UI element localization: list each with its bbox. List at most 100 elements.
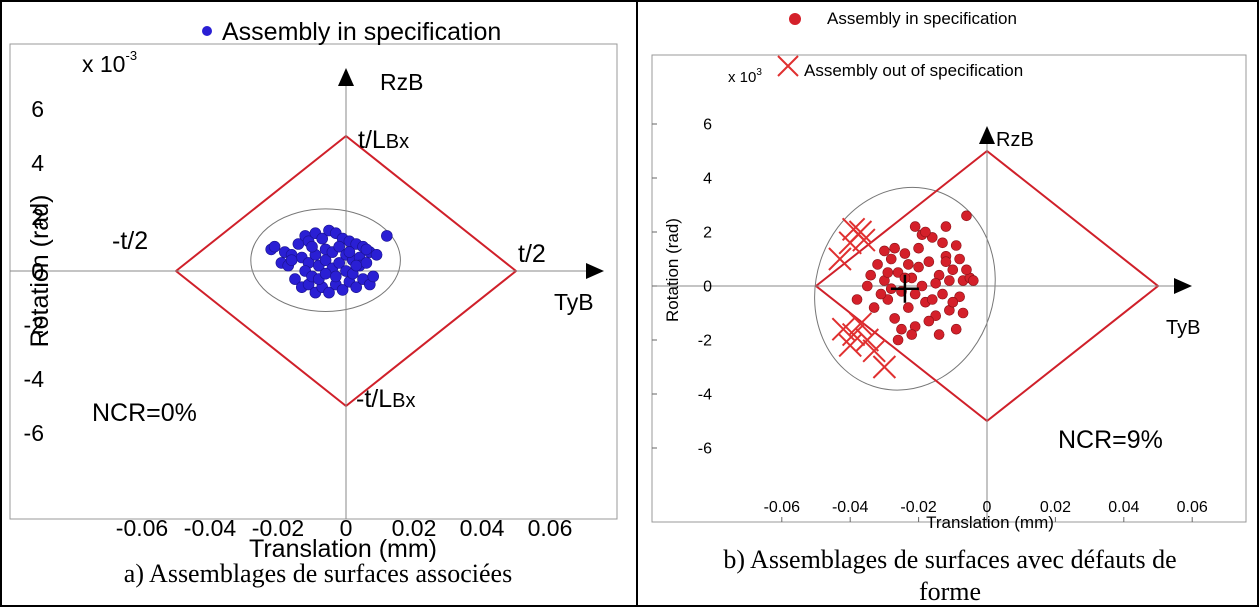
panel-b-caption-line2: forme [919, 577, 981, 606]
a-in-spec-point [286, 255, 297, 266]
b-in-spec-point [897, 324, 907, 334]
panel-a-bottom-annotation: -t/LBx [356, 385, 415, 413]
panel-a-top-annotation: t/LBx [358, 126, 409, 154]
a-tyb-arrow [586, 263, 604, 279]
a-in-spec-point [344, 247, 355, 258]
panel-a-y-exponent: x 10-3 [82, 48, 137, 77]
b-in-spec-point [890, 243, 900, 253]
b-in-spec-point [914, 243, 924, 253]
b-in-spec-point [951, 241, 961, 251]
a-x-tick-label: 0.04 [460, 515, 505, 541]
panel-b-legend-marker-out [778, 56, 798, 76]
b-in-spec-point [938, 238, 948, 248]
b-y-tick-label: 4 [703, 171, 712, 188]
b-in-spec-point [920, 227, 930, 237]
b-y-tick-label: 2 [703, 225, 712, 242]
panel-b-y-exponent: x 103 [728, 67, 762, 86]
a-in-spec-point [269, 241, 280, 252]
panel-b-tyb-label: TyB [1166, 317, 1200, 339]
b-in-spec-point [948, 265, 958, 275]
b-in-spec-point [879, 246, 889, 256]
b-in-spec-point [869, 303, 879, 313]
b-in-spec-point [890, 313, 900, 323]
b-in-spec-point [948, 297, 958, 307]
b-in-spec-point [927, 295, 937, 305]
b-x-tick-label: 0.04 [1108, 499, 1139, 516]
b-in-spec-point [903, 259, 913, 269]
a-x-tick-label: -0.04 [184, 515, 237, 541]
b-x-tick-label: -0.04 [832, 499, 869, 516]
b-in-spec-point [961, 211, 971, 221]
panel-b-rzb-label: RzB [996, 129, 1034, 151]
b-y-tick-label: 0 [703, 279, 712, 296]
b-in-spec-point [893, 335, 903, 345]
panel-a-y-axis-title: Rotation (rad) [26, 195, 54, 348]
b-y-tick-label: -2 [698, 333, 712, 350]
panel-b-y-axis-title: Rotation (rad) [663, 218, 682, 322]
a-in-spec-point [371, 249, 382, 260]
a-in-spec-point [320, 268, 331, 279]
b-in-spec-point [883, 268, 893, 278]
a-y-tick-label: 4 [31, 150, 44, 176]
b-in-spec-point [852, 295, 862, 305]
panel-a-legend-label: Assembly in specification [222, 18, 501, 46]
panel-a-tyb-label: TyB [554, 289, 594, 315]
b-y-tick-label: 6 [703, 117, 712, 134]
b-y-tick-label: -4 [698, 387, 712, 404]
b-tyb-arrow [1174, 278, 1192, 294]
panel-a-rzb-label: RzB [380, 69, 423, 95]
b-y-tick-label: -6 [698, 441, 712, 458]
a-x-tick-label: 0.06 [528, 515, 573, 541]
b-in-spec-point [873, 259, 883, 269]
b-x-tick-label: -0.06 [764, 499, 801, 516]
b-in-spec-point [914, 262, 924, 272]
panel-a-legend-marker [202, 26, 212, 36]
a-in-spec-point [330, 271, 341, 282]
a-y-tick-label: -6 [24, 420, 44, 446]
panel-b-legend-marker-in [789, 13, 801, 25]
a-rzb-arrow [338, 68, 354, 86]
a-in-spec-point [361, 244, 372, 255]
b-out-of-spec-point [873, 356, 895, 378]
panel-b-ncr-label: NCR=9% [1058, 426, 1163, 454]
panel-a-left-annotation: -t/2 [112, 227, 148, 255]
b-in-spec-point [910, 289, 920, 299]
panel-b-legend-label-out: Assembly out of specification [804, 61, 1023, 80]
b-in-spec-point [941, 257, 951, 267]
b-in-spec-point [907, 330, 917, 340]
panel-a-caption: a) Assemblages de surfaces associées [124, 559, 512, 588]
b-in-spec-point [934, 330, 944, 340]
b-out-of-spec-point [863, 340, 885, 362]
a-in-spec-point [351, 260, 362, 271]
panel-b-caption-line1: b) Assemblages de surfaces avec défauts … [723, 545, 1176, 574]
a-x-tick-label: -0.06 [116, 515, 168, 541]
b-in-spec-point [924, 257, 934, 267]
b-in-spec-point [886, 254, 896, 264]
a-in-spec-point [307, 241, 318, 252]
b-in-spec-point [944, 276, 954, 286]
panel-a-chart: -0.06 -0.04 -0.02 0 0.02 0.04 0.06 6 4 2 0 -2 -4 -6 A… [10, 18, 617, 588]
b-in-spec-point [866, 270, 876, 280]
panel-b-chart: -0.06 -0.04 -0.02 0 0.02 0.04 0.066420-2-4-6 A… [652, 9, 1246, 606]
a-in-spec-point [368, 271, 379, 282]
panel-b-x-axis-title: Translation (mm) [926, 513, 1054, 532]
b-x-tick-label: 0.06 [1177, 499, 1208, 516]
b-in-spec-point [961, 265, 971, 275]
a-in-spec-point [361, 257, 372, 268]
a-y-tick-label: 6 [31, 96, 44, 122]
b-out-of-spec-point [849, 313, 871, 335]
b-in-spec-point [876, 289, 886, 299]
b-in-spec-point [941, 222, 951, 232]
b-in-spec-point [931, 278, 941, 288]
b-in-spec-point [951, 324, 961, 334]
b-in-spec-point [903, 303, 913, 313]
b-in-spec-point [862, 281, 872, 291]
panel-b-legend-label-in: Assembly in specification [827, 9, 1017, 28]
b-in-spec-point [900, 249, 910, 259]
a-in-spec-point [381, 230, 392, 241]
b-in-spec-point [968, 276, 978, 286]
a-y-tick-label: -4 [24, 366, 45, 392]
panel-a-ncr-label: NCR=0% [92, 399, 197, 427]
b-rzb-arrow [979, 126, 995, 144]
